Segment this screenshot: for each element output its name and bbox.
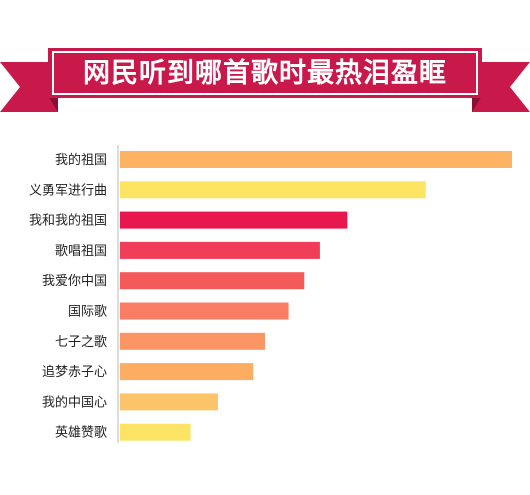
chart-title: 网民听到哪首歌时最热泪盈眶 [83, 58, 447, 89]
category-label-7: 七子之歌 [55, 335, 107, 350]
category-label-9: 我的中国心 [42, 394, 107, 410]
bar-4 [120, 241, 320, 259]
category-label-3: 我和我的祖国 [29, 213, 107, 229]
ribbon-border [52, 51, 478, 95]
bars-group [120, 151, 512, 441]
bar-1 [120, 151, 512, 168]
category-label-6: 国际歌 [68, 305, 107, 320]
ribbon-tail-right [472, 62, 530, 112]
category-label-10: 英雄赞歌 [55, 426, 107, 441]
bar-7 [120, 332, 266, 350]
category-label-1: 我的祖国 [55, 152, 107, 168]
bar-5 [120, 272, 305, 290]
bar-8 [120, 363, 254, 381]
category-labels: 我的祖国义勇军进行曲我和我的祖国歌唱祖国我爱你中国国际歌七子之歌追梦赤子心我的中… [29, 152, 107, 441]
bar-6 [120, 302, 289, 320]
bar-9 [120, 393, 218, 411]
ribbon-main [48, 48, 482, 98]
category-label-5: 我爱你中国 [42, 274, 107, 289]
bar-2 [120, 181, 426, 199]
bar-3 [120, 211, 348, 229]
ribbon-fold-right [472, 96, 482, 112]
category-label-2: 义勇军进行曲 [29, 183, 107, 198]
title-banner [0, 48, 530, 112]
category-label-4: 歌唱祖国 [55, 244, 107, 259]
ribbon-tail-left [0, 62, 58, 112]
category-label-8: 追梦赤子心 [42, 364, 107, 380]
ribbon-fold-left [48, 96, 58, 112]
bar-10 [120, 423, 191, 441]
